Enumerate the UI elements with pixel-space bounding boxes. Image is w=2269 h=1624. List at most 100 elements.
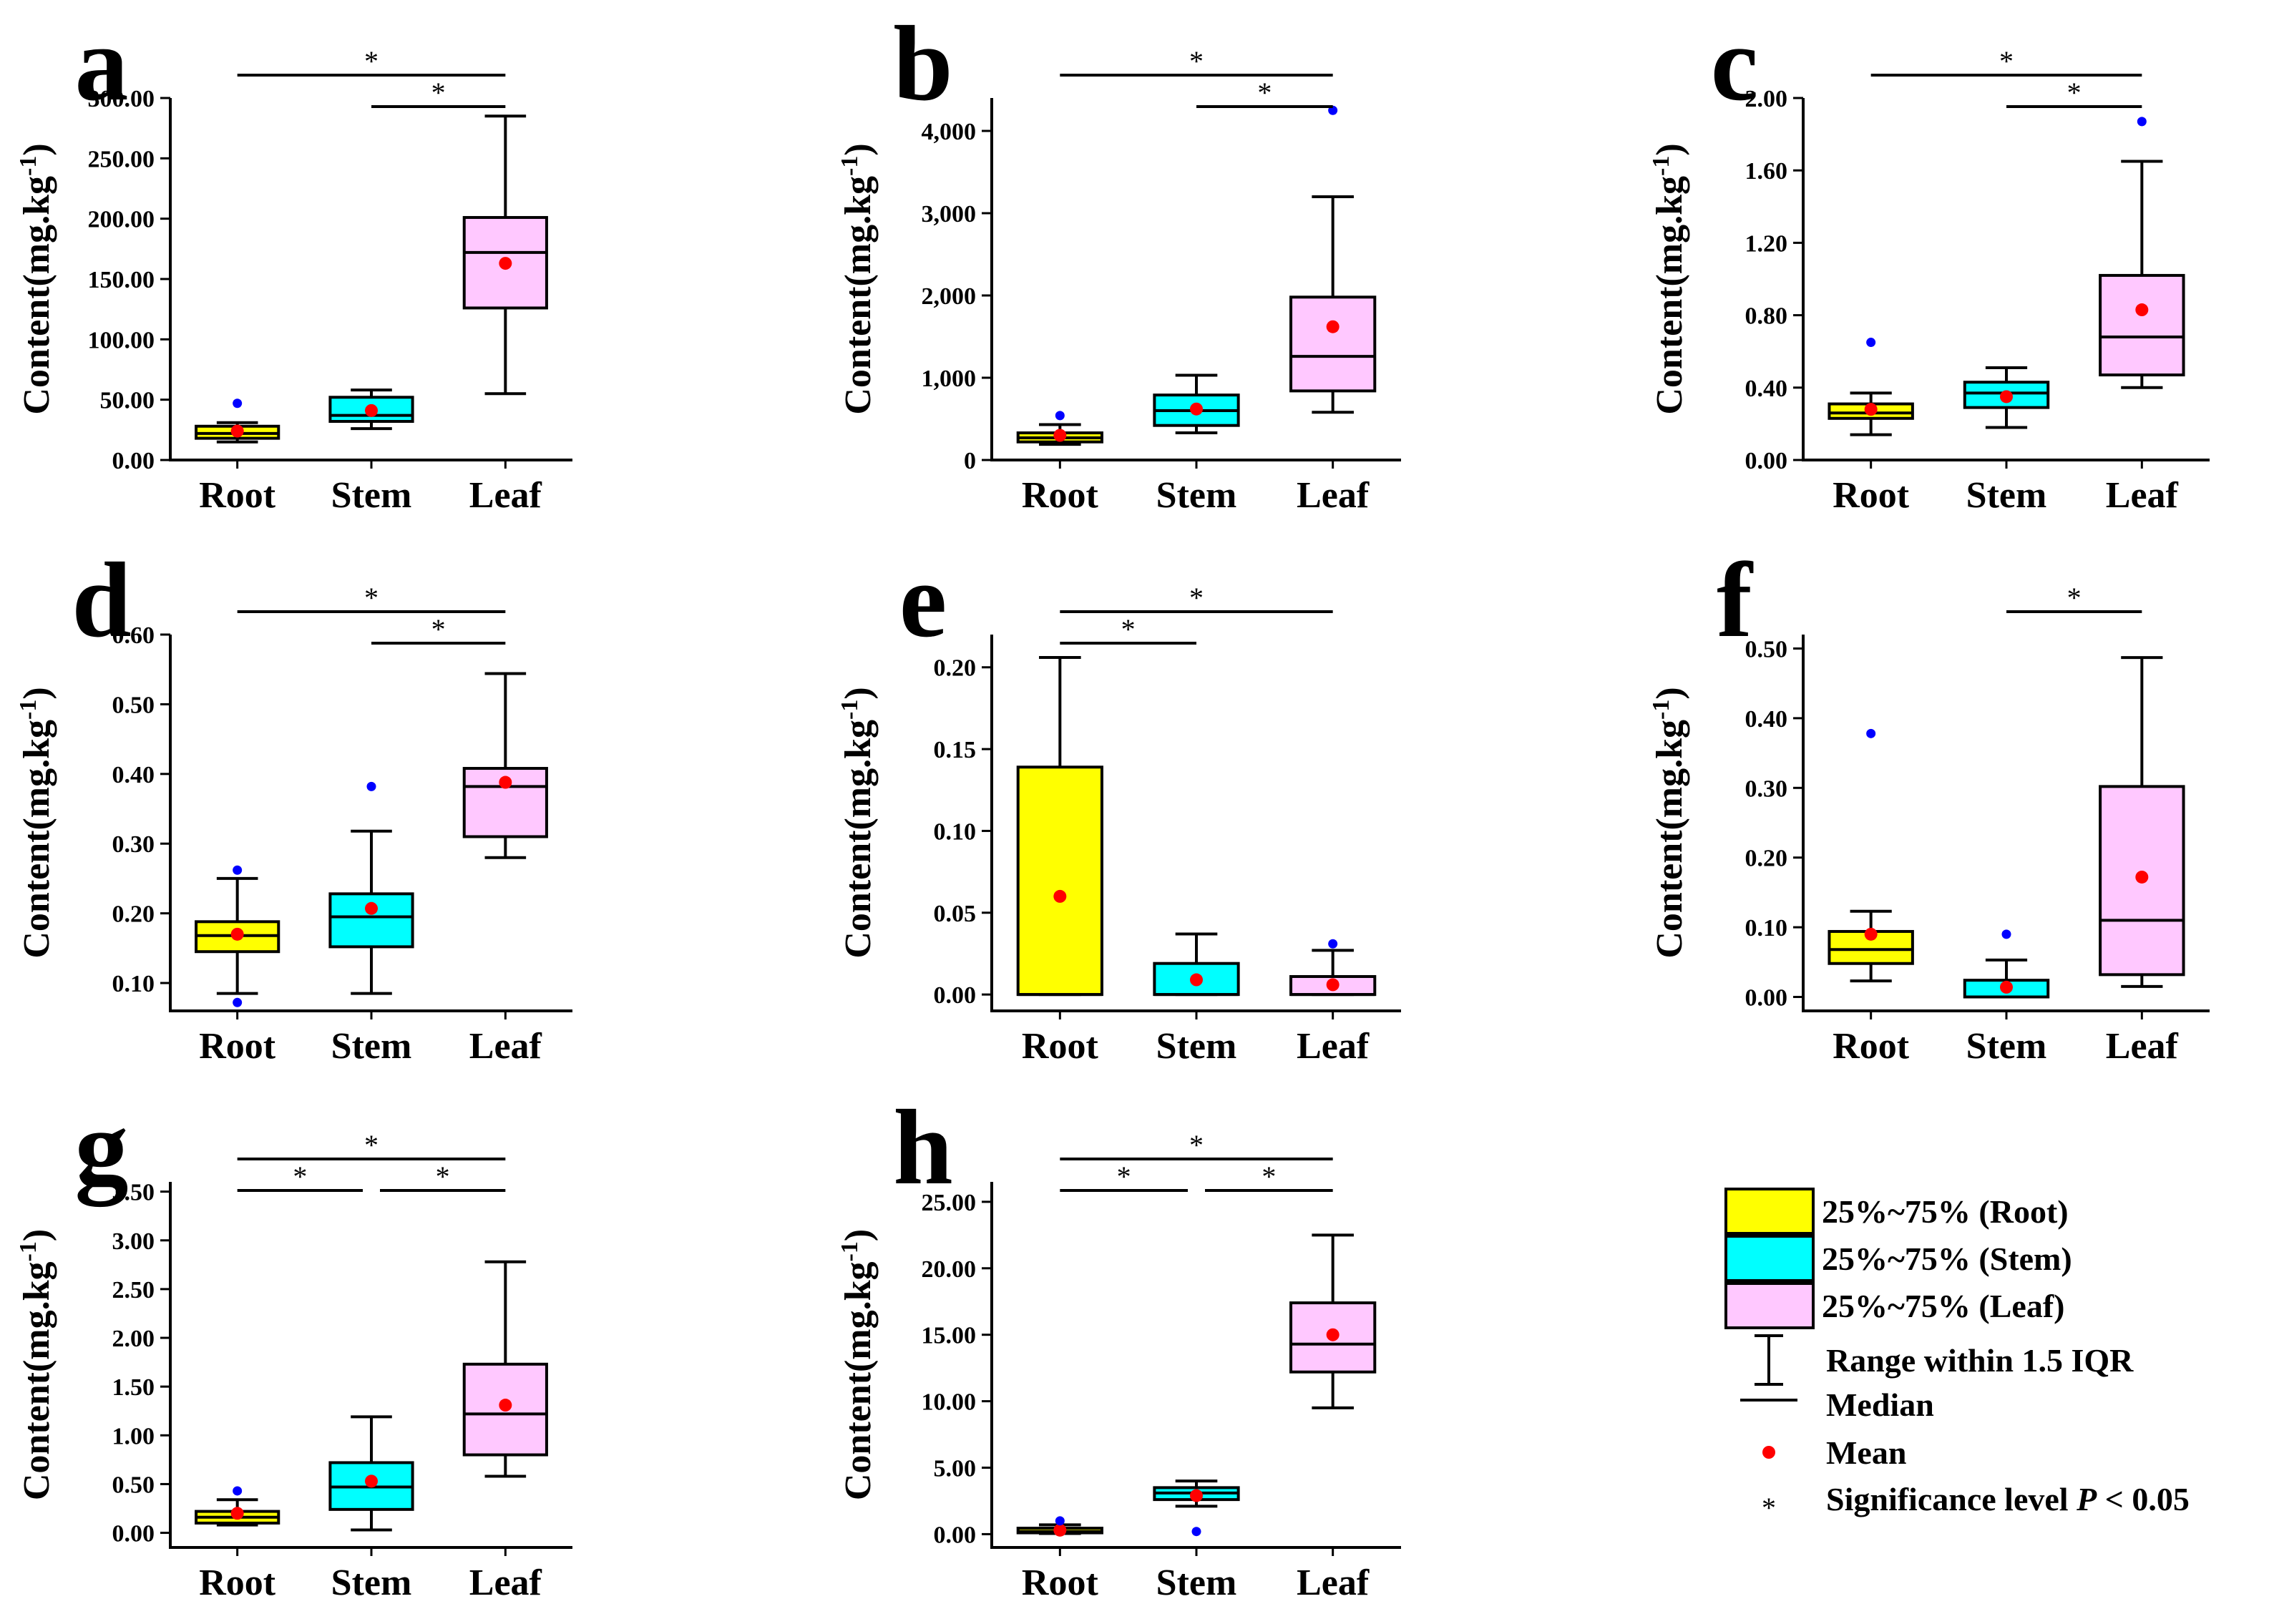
panel-c: c Content(mg.kg-1) 0.00 0.40 0.80 1.20 1.60 2.0… bbox=[1648, 4, 2210, 516]
y-axis-label: Content(mg.kg-1) bbox=[15, 143, 58, 414]
mean-point bbox=[365, 901, 378, 915]
box-root bbox=[1828, 728, 1914, 983]
mean-point bbox=[2135, 303, 2149, 317]
box-stem bbox=[328, 388, 414, 431]
y-tick-label: 0.15 bbox=[934, 737, 977, 763]
legend-swatch-stem bbox=[1724, 1235, 1815, 1282]
y-axis-label: Content(mg.kg-1) bbox=[836, 687, 879, 958]
outlier-point bbox=[1866, 728, 1876, 738]
y-tick-label: 4,000 bbox=[922, 119, 977, 145]
category-label-root: Root bbox=[199, 1026, 276, 1067]
box-leaf bbox=[2099, 117, 2185, 389]
legend-item-2: 25%~75% (Leaf) bbox=[1724, 1282, 2064, 1329]
y-tick-label: 2.00 bbox=[1745, 86, 1788, 112]
y-tick-label: 100.00 bbox=[88, 327, 155, 353]
box-stem bbox=[1153, 373, 1240, 435]
y-tick-label: 300.00 bbox=[88, 86, 155, 112]
y-tick-label: 150.00 bbox=[88, 267, 155, 293]
panel-b: b Content(mg.kg-1) 0 1,000 2,000 3,000 4,000 Ro… bbox=[836, 4, 1401, 516]
category-label-root: Root bbox=[1022, 1562, 1099, 1603]
y-axis-label: Content(mg.kg-1) bbox=[15, 1229, 58, 1500]
y-tick-label: 0.50 bbox=[1745, 636, 1788, 662]
panel-letter-f: f bbox=[1717, 541, 1754, 660]
category-label-leaf: Leaf bbox=[1297, 475, 1370, 516]
legend: 25%~75% (Root) 25%~75% (Stem) 25%~75% (Lea… bbox=[1724, 1188, 2190, 1524]
y-tick-label: 0.00 bbox=[112, 448, 155, 474]
y-tick-label: 1.50 bbox=[112, 1374, 155, 1401]
category-label-root: Root bbox=[199, 1562, 276, 1603]
panel-letter-d: d bbox=[72, 541, 131, 660]
category-label-leaf: Leaf bbox=[2106, 1026, 2179, 1067]
significance-star: * bbox=[431, 77, 446, 109]
mean-point bbox=[1326, 1328, 1340, 1341]
panel-letter-c: c bbox=[1711, 4, 1759, 123]
y-axis-label: Content(mg.kg-1) bbox=[15, 687, 58, 958]
iqr-box bbox=[1016, 765, 1103, 997]
y-tick-label: 15.00 bbox=[922, 1323, 977, 1349]
mean-point bbox=[230, 927, 244, 941]
legend-label-1: 25%~75% (Stem) bbox=[1822, 1241, 2072, 1277]
y-tick-label: 0.50 bbox=[112, 1472, 155, 1498]
y-tick-label: 250.00 bbox=[88, 146, 155, 172]
box-stem bbox=[1153, 1479, 1240, 1537]
legend-item-5: Mean bbox=[1762, 1434, 1906, 1471]
outlier-point bbox=[1055, 1516, 1065, 1526]
category-label-leaf: Leaf bbox=[469, 475, 542, 516]
box-stem bbox=[328, 1415, 414, 1532]
mean-point bbox=[1864, 927, 1878, 941]
y-tick-label: 0.00 bbox=[934, 1522, 977, 1548]
y-tick-label: 3.50 bbox=[112, 1180, 155, 1206]
category-label-leaf: Leaf bbox=[1297, 1562, 1370, 1603]
panel-letter-g: g bbox=[75, 1088, 129, 1207]
significance-star: * bbox=[293, 1160, 307, 1193]
iqr-box bbox=[328, 892, 414, 949]
outlier-point bbox=[1055, 411, 1065, 421]
y-tick-label: 0.00 bbox=[112, 1521, 155, 1547]
category-label-root: Root bbox=[199, 475, 276, 516]
legend-swatch-leaf bbox=[1724, 1282, 1815, 1329]
panel-g: g Content(mg.kg-1) 0.00 0.50 1.00 1.50 2.00 2.5… bbox=[15, 1088, 572, 1603]
mean-point bbox=[1190, 402, 1203, 416]
mean-point bbox=[1053, 1523, 1067, 1537]
panel-h: h Content(mg.kg-1) 0.00 5.00 10.00 15.00 20.00… bbox=[836, 1088, 1401, 1603]
box-leaf bbox=[1289, 1233, 1377, 1409]
category-label-leaf: Leaf bbox=[469, 1562, 542, 1603]
box-root bbox=[1016, 411, 1103, 446]
significance-star: * bbox=[364, 1129, 379, 1161]
box-stem bbox=[328, 781, 414, 995]
y-tick-label: 0 bbox=[964, 448, 976, 474]
panel-letter-e: e bbox=[899, 541, 947, 660]
y-tick-label: 0.10 bbox=[934, 818, 977, 845]
mean-point bbox=[365, 1474, 378, 1488]
iqr-box bbox=[2099, 273, 2185, 377]
y-tick-label: 25.00 bbox=[922, 1190, 977, 1216]
y-tick-label: 2,000 bbox=[922, 283, 977, 310]
outlier-point bbox=[1328, 939, 1338, 949]
mean-point bbox=[499, 257, 512, 270]
panel-e: e Content(mg.kg-1) 0.00 0.05 0.10 0.15 0.20 Roo… bbox=[836, 541, 1401, 1067]
box-root bbox=[195, 1486, 280, 1527]
significance-star: * bbox=[1262, 1160, 1276, 1193]
box-stem bbox=[1153, 932, 1240, 997]
significance-star: * bbox=[2067, 582, 2082, 614]
significance-star: * bbox=[436, 1160, 450, 1193]
significance-star: * bbox=[1189, 582, 1204, 614]
panel-f: f Content(mg.kg-1) 0.00 0.10 0.20 0.30 0.40 0.5… bbox=[1648, 541, 2210, 1067]
y-tick-label: 0.05 bbox=[934, 901, 977, 927]
category-label-root: Root bbox=[1022, 1026, 1099, 1067]
category-label-stem: Stem bbox=[1966, 475, 2047, 516]
outlier-point bbox=[233, 398, 243, 409]
legend-item-0: 25%~75% (Root) bbox=[1724, 1188, 2069, 1235]
legend-item-1: 25%~75% (Stem) bbox=[1724, 1235, 2072, 1282]
category-label-root: Root bbox=[1833, 1026, 1910, 1067]
y-tick-label: 0.20 bbox=[1745, 846, 1788, 872]
box-leaf bbox=[1289, 939, 1377, 997]
category-label-stem: Stem bbox=[1156, 1562, 1237, 1603]
box-leaf bbox=[1289, 105, 1377, 414]
y-tick-label: 50.00 bbox=[100, 388, 155, 414]
mean-point bbox=[230, 424, 244, 438]
y-tick-label: 3,000 bbox=[922, 201, 977, 228]
panel-d: d Content(mg.kg-1) 0.10 0.20 0.30 0.40 0.50 0.6… bbox=[15, 541, 572, 1067]
outlier-point bbox=[366, 781, 376, 791]
y-tick-label: 0.20 bbox=[112, 901, 155, 928]
